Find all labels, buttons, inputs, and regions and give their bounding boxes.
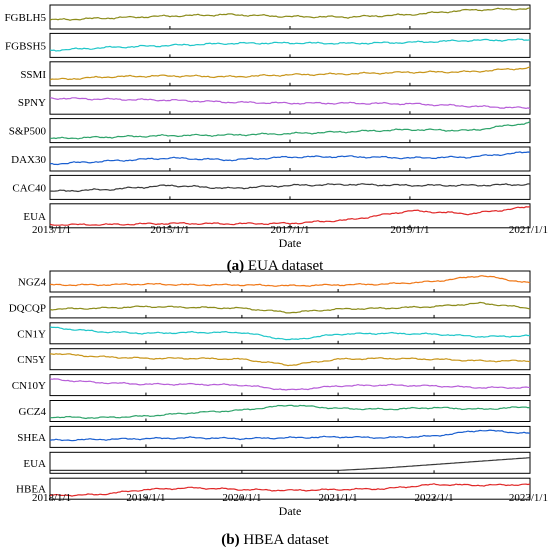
series-label: CN10Y [12,380,46,392]
series-line [49,66,531,81]
tick-label: 2022/1/1 [414,492,453,504]
series-line [49,151,531,166]
series-line [49,7,531,21]
caption-a-letter: (a) [226,258,245,274]
series-label: S&P500 [9,126,47,138]
tick-label: 2020/1/1 [222,492,261,504]
series-line [49,429,531,442]
panel-1-1 [49,296,531,319]
panel-0-1 [49,32,531,58]
series-line [49,275,531,287]
series-label: GCZ4 [19,406,47,418]
tick-label: 2019/1/1 [390,224,429,236]
series-label: CN5Y [17,354,46,366]
caption-a-text: EUA dataset [247,258,324,274]
series-line [50,457,531,471]
tick-label: 2023/1/1 [509,492,548,504]
panel-1-6 [49,425,531,448]
panel-1-5 [49,400,531,422]
series-label: NGZ4 [18,277,47,289]
panel-1-0 [49,270,531,293]
series-line [49,353,531,367]
panel-0-2 [49,61,531,87]
series-label: CAC40 [12,182,46,194]
series-label: SPNY [18,97,46,109]
series-label: HBEA [16,484,46,496]
series-line [50,183,531,193]
panel-1-4 [49,374,531,397]
series-label: EUA [23,458,46,470]
series-label: DAX30 [11,154,46,166]
tick-label: 2019/1/1 [126,492,165,504]
series-label: FGBSH5 [5,40,46,52]
caption-b-letter: (b) [221,532,240,548]
series-line [49,97,531,110]
tick-label: 2021/1/1 [509,224,548,236]
panel-1-8 [49,477,531,500]
tick-label: 2013/1/1 [32,224,71,236]
series-label: FGBLH5 [4,12,46,24]
panel-0-5 [49,146,531,172]
tick-label: 2015/1/1 [150,224,189,236]
series-line [49,301,531,314]
series-label: SSMI [20,69,46,81]
series-line [49,326,531,341]
series-label: EUA [23,211,46,223]
caption-a: (a) EUA dataset [0,258,550,275]
x-axis-label: Date [279,504,302,518]
series-line [49,483,531,497]
caption-b-text: HBEA dataset [243,532,329,548]
series-label: CN1Y [17,328,46,340]
series-line [49,38,531,52]
panel-0-6 [49,174,531,200]
panel-0-3 [49,89,531,115]
tick-label: 2018/1/1 [32,492,71,504]
caption-b: (b) HBEA dataset [0,532,550,549]
panel-1-2 [49,322,531,345]
tick-label: 2021/1/1 [319,492,358,504]
tick-label: 2017/1/1 [270,224,309,236]
series-label: SHEA [17,432,46,444]
series-line [49,206,531,226]
x-axis-label: Date [279,236,302,250]
series-label: DQCQP [9,302,46,314]
series-line [50,121,531,140]
series-line [49,378,531,391]
series-line [49,404,531,420]
panel-1-3 [49,348,531,371]
panel-1-7 [49,451,531,474]
